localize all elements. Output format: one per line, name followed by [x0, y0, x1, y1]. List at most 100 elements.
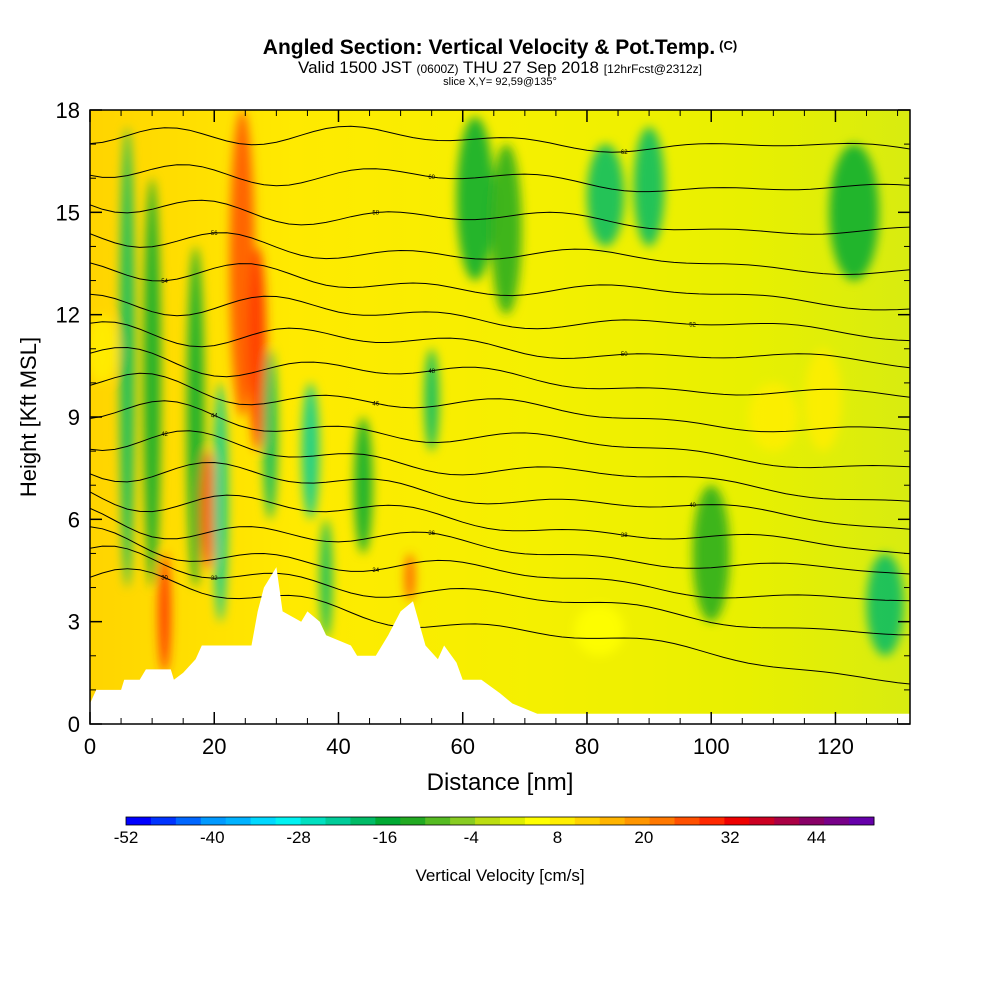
- theta-contour-label: 36: [428, 531, 435, 537]
- theta-contour-label: 48: [428, 369, 435, 375]
- colorbar-tick-label: -28: [286, 828, 311, 847]
- velocity-feature: [158, 553, 171, 673]
- x-tick-label: 120: [817, 734, 854, 759]
- velocity-feature: [301, 382, 320, 520]
- theta-contour-label: 60: [428, 175, 435, 181]
- theta-contour-label: 40: [689, 503, 696, 509]
- y-tick-label: 18: [56, 98, 80, 123]
- theta-contour-label: 46: [372, 401, 379, 407]
- theta-contour-line: [90, 164, 910, 193]
- theta-contour-label: 52: [689, 322, 696, 328]
- theta-contour-line: [90, 430, 910, 502]
- colorbar-swatch: [549, 817, 576, 825]
- velocity-feature: [404, 553, 415, 602]
- chart-title: Angled Section: Vertical Velocity & Pot.…: [262, 36, 738, 59]
- colorbar-swatch: [599, 817, 626, 825]
- colorbar-tick-label: 20: [634, 828, 653, 847]
- colorbar-swatch: [500, 817, 526, 825]
- forecast-info: [12hrFcst@2312z]: [603, 62, 702, 76]
- y-tick-label: 9: [68, 405, 80, 430]
- colorbar-frame: [125, 816, 875, 826]
- x-tick-label: 40: [326, 734, 350, 759]
- colorbar-tick-label: -52: [114, 828, 139, 847]
- colorbar-tick-label: 32: [721, 828, 740, 847]
- colorbar-swatch: [325, 817, 351, 825]
- colorbar-swatch: [275, 817, 302, 825]
- y-tick-label: 15: [56, 200, 80, 225]
- colorbar: -52 -40 -28 -16 -4 8 20 32 44: [114, 816, 875, 847]
- colorbar-swatch: [126, 817, 152, 825]
- colorbar-swatch: [849, 817, 875, 825]
- colorbar-swatch: [749, 817, 775, 825]
- velocity-feature: [574, 604, 625, 656]
- velocity-feature: [866, 553, 904, 656]
- x-axis-label: Distance [nm]: [427, 769, 574, 796]
- x-axis: 0 20 40 60 80 100 120: [84, 110, 899, 759]
- colorbar-swatch: [375, 817, 401, 825]
- terrain: [90, 567, 910, 724]
- velocity-feature: [804, 348, 842, 452]
- velocity-feature: [490, 144, 522, 315]
- velocity-feature: [748, 382, 799, 452]
- theta-contour-label: 32: [211, 576, 218, 582]
- theta-contour-label: 30: [161, 575, 168, 581]
- colorbar-swatch: [400, 817, 426, 825]
- valid-time: Valid 1500 JST: [298, 58, 412, 77]
- x-tick-label: 0: [84, 734, 96, 759]
- colorbar-swatch: [524, 817, 551, 825]
- velocity-feature: [90, 314, 118, 383]
- copyright-mark: (C): [719, 38, 738, 53]
- colorbar-swatch: [774, 817, 800, 825]
- x-tick-label: 20: [202, 734, 226, 759]
- theta-contour-line: [90, 545, 910, 636]
- velocity-features: [90, 110, 904, 673]
- colorbar-swatch: [350, 817, 376, 825]
- theta-contour-line: [90, 346, 910, 398]
- theta-contour-line: [90, 125, 910, 153]
- theta-contour-line: [90, 568, 910, 685]
- velocity-feature: [692, 485, 730, 622]
- velocity-feature: [829, 144, 879, 281]
- velocity-feature: [213, 382, 228, 622]
- colorbar-swatch: [150, 817, 177, 825]
- theta-contour-label: 42: [161, 432, 168, 438]
- theta-contour-label: 56: [211, 231, 218, 237]
- colorbar-label: Vertical Velocity [cm/s]: [415, 866, 584, 885]
- y-tick-label: 12: [56, 303, 80, 328]
- theta-contour-label: 34: [372, 568, 379, 574]
- theta-contour-label: 44: [211, 413, 218, 419]
- theta-contour-line: [90, 507, 910, 575]
- y-axis-label: Height [Kft MSL]: [16, 337, 41, 497]
- plot-area: 30 32 34 36 38 40 42 44 46 48 50 52 54 56 58 60 62: [90, 110, 910, 724]
- theta-contour-line: [90, 199, 910, 235]
- velocity-feature: [456, 116, 494, 281]
- colorbar-swatch: [200, 817, 227, 825]
- velocity-feature: [119, 127, 135, 588]
- valid-time-line: Valid 1500 JST (0600Z) THU 27 Sep 2018 […: [0, 58, 1000, 78]
- velocity-feature: [143, 178, 161, 588]
- y-tick-label: 6: [68, 507, 80, 532]
- colorbar-swatch: [450, 817, 476, 825]
- theta-contour-label: 58: [372, 210, 379, 216]
- colorbar-swatch: [175, 817, 202, 825]
- velocity-feature: [200, 451, 216, 571]
- valid-date: THU 27 Sep 2018: [462, 58, 600, 77]
- colorbar-swatch: [699, 817, 725, 825]
- colorbar-swatch: [674, 817, 700, 825]
- colorbar-swatch: [624, 817, 651, 825]
- colorbar-swatch: [300, 817, 326, 825]
- x-tick-label: 80: [575, 734, 599, 759]
- theta-contour-line: [90, 526, 910, 602]
- velocity-feature: [262, 348, 278, 520]
- theta-contour-label: 38: [621, 533, 628, 539]
- theta-contours: 30 32 34 36 38 40 42 44 46 48 50 52 54 56 58 60 62: [90, 125, 910, 685]
- velocity-feature: [319, 519, 333, 639]
- theta-contour-label: 54: [161, 279, 168, 285]
- theta-contour-line: [90, 461, 910, 530]
- colorbar-swatch: [250, 817, 277, 825]
- theta-contour-line: [90, 293, 910, 342]
- colorbar-swatch: [475, 817, 501, 825]
- theta-contour-label: 50: [621, 352, 628, 358]
